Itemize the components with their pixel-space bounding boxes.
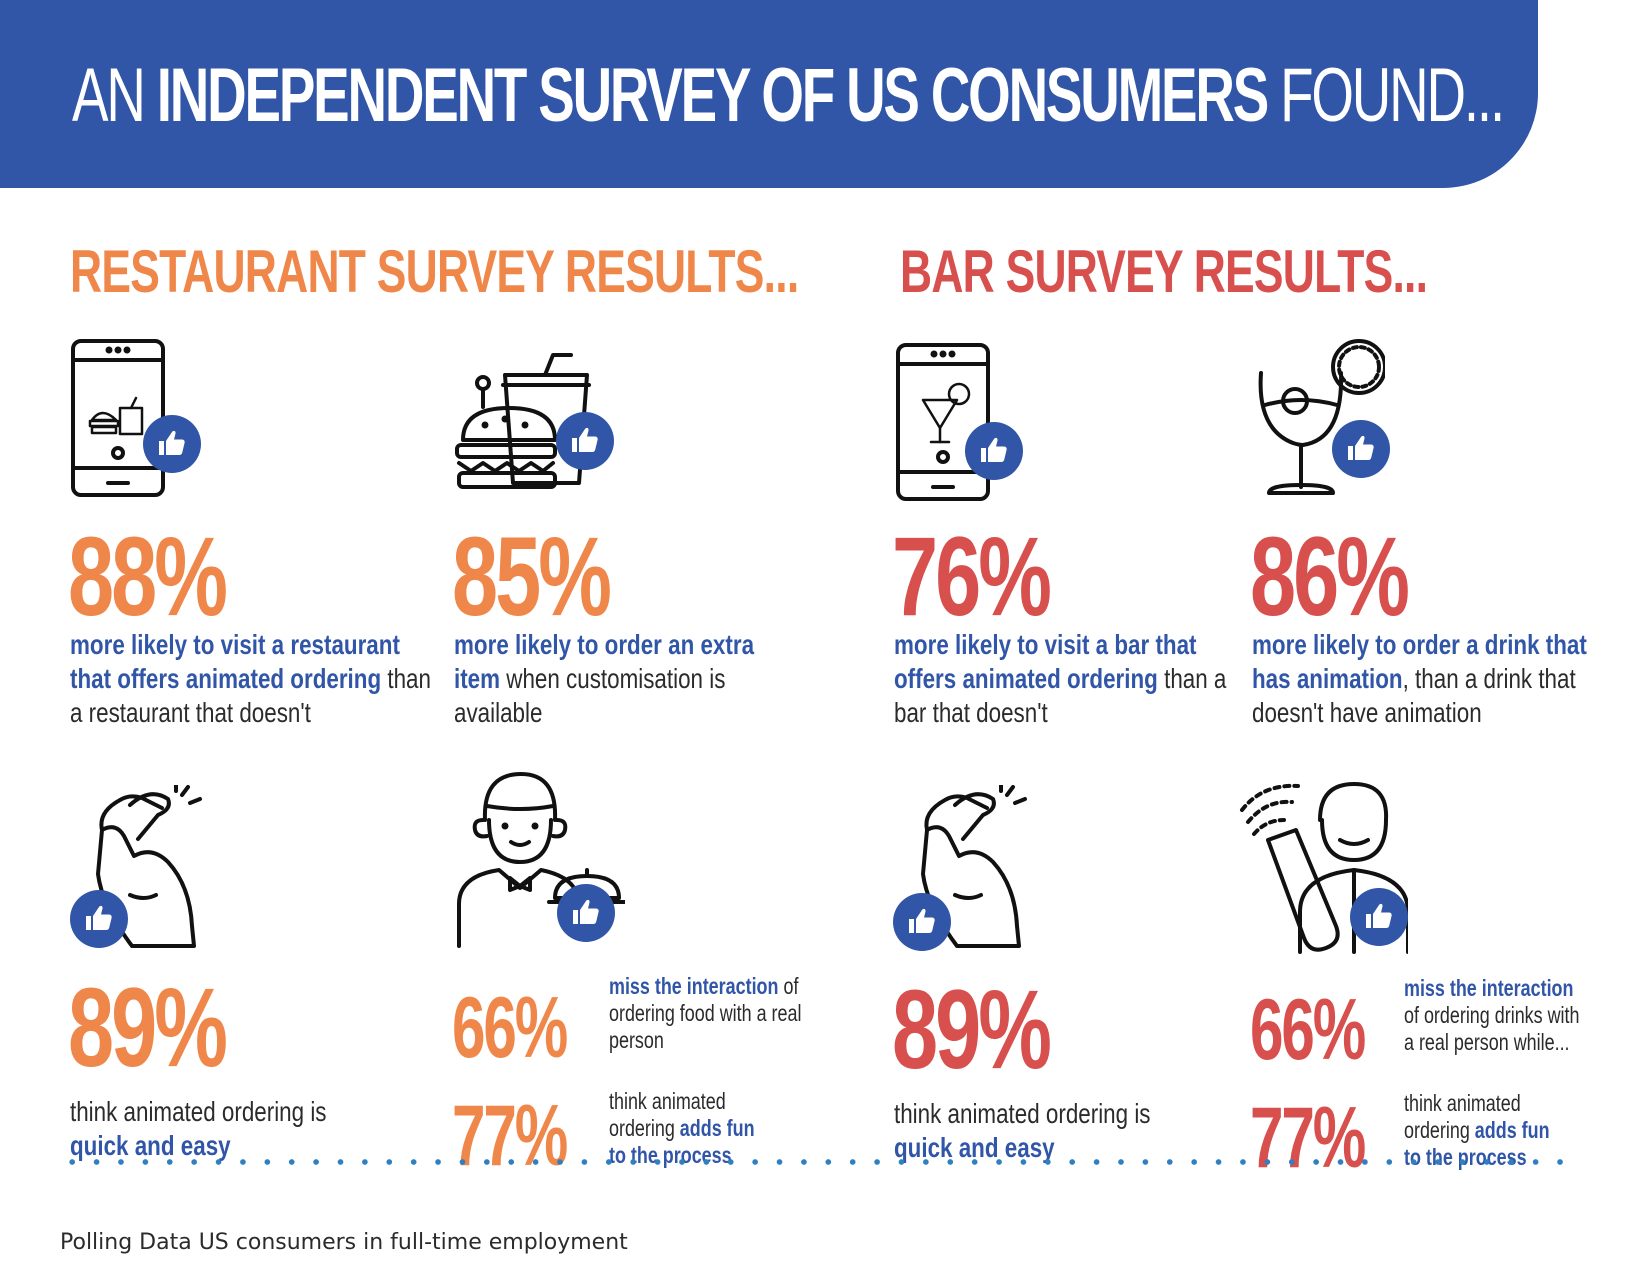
bar-stat3-desc: think animated ordering is quick and eas… — [894, 1098, 1151, 1163]
phone-cocktail-icon — [895, 342, 1025, 502]
restaurant-stat4-desc: miss the interaction of ordering food wi… — [609, 973, 802, 1053]
thumbs-up-icon — [143, 415, 201, 473]
thumbs-up-icon — [893, 893, 951, 951]
bar-stat4-value: 66% — [1250, 982, 1366, 1078]
dotted-divider — [60, 1158, 1570, 1166]
burger-drink-icon — [455, 345, 615, 495]
bar-section-title: BAR SURVEY RESULTS... — [900, 238, 1428, 305]
restaurant-stat1-desc: more likely to visit a restaurant that o… — [70, 629, 431, 728]
restaurant-stat4-value: 66% — [452, 980, 568, 1076]
restaurant-stat2-value: 85% — [452, 514, 612, 639]
bar-stat2-value: 86% — [1250, 514, 1410, 639]
thumbs-up-icon — [1332, 420, 1390, 478]
bar-stat4-desc: miss the interaction of ordering drinks … — [1404, 975, 1580, 1055]
restaurant-stat3-desc: think animated ordering is quick and eas… — [70, 1096, 327, 1161]
header-banner: AN INDEPENDENT SURVEY OF US CONSUMERS FO… — [0, 0, 1538, 188]
restaurant-stat5-value: 77% — [452, 1088, 568, 1184]
footer-note: Polling Data US consumers in full-time e… — [60, 1230, 628, 1255]
bar-stat5-value: 77% — [1250, 1090, 1366, 1186]
thumbs-up-icon — [70, 890, 128, 948]
bar-stat1-value: 76% — [892, 514, 1052, 639]
bar-stat2-desc: more likely to order a drink that has an… — [1252, 629, 1587, 728]
thumbs-up-icon — [965, 422, 1023, 480]
restaurant-stat2-desc: more likely to order an extra item when … — [454, 629, 755, 728]
thumbs-up-icon — [556, 412, 614, 470]
bartender-icon — [1238, 780, 1410, 955]
snap-fingers-icon — [90, 783, 210, 950]
cocktail-glass-icon — [1255, 335, 1387, 500]
restaurant-stat5-desc: think animated ordering adds fun to the … — [609, 1088, 755, 1168]
restaurant-stat3-value: 89% — [68, 965, 228, 1090]
restaurant-section-title: RESTAURANT SURVEY RESULTS... — [70, 238, 799, 305]
bar-stat3-value: 89% — [892, 967, 1052, 1092]
restaurant-stat1-value: 88% — [68, 514, 228, 639]
waiter-icon — [455, 770, 627, 950]
thumbs-up-icon — [557, 884, 615, 942]
header-title: AN INDEPENDENT SURVEY OF US CONSUMERS FO… — [72, 53, 1505, 138]
phone-food-icon — [70, 338, 200, 498]
bar-stat1-desc: more likely to visit a bar that offers a… — [894, 629, 1227, 728]
thumbs-up-icon — [1350, 888, 1408, 946]
